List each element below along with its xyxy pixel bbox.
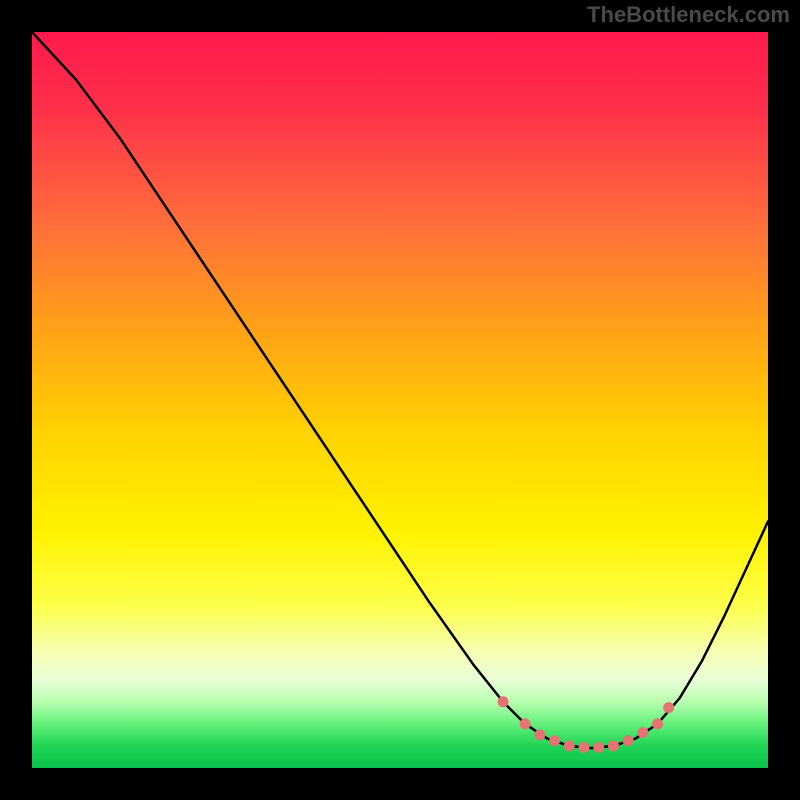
curve-marker	[608, 740, 619, 751]
curve-marker	[637, 727, 648, 738]
curve-marker	[652, 718, 663, 729]
curve-marker	[593, 742, 604, 753]
curve-marker	[534, 729, 545, 740]
curve-marker	[520, 718, 531, 729]
curve-marker	[623, 735, 634, 746]
watermark-text: TheBottleneck.com	[587, 2, 790, 28]
curve-marker	[564, 740, 575, 751]
curve-marker	[579, 742, 590, 753]
plot-background	[32, 32, 768, 768]
bottleneck-chart	[0, 0, 800, 800]
curve-marker	[549, 735, 560, 746]
curve-marker	[498, 696, 509, 707]
curve-marker	[663, 702, 674, 713]
